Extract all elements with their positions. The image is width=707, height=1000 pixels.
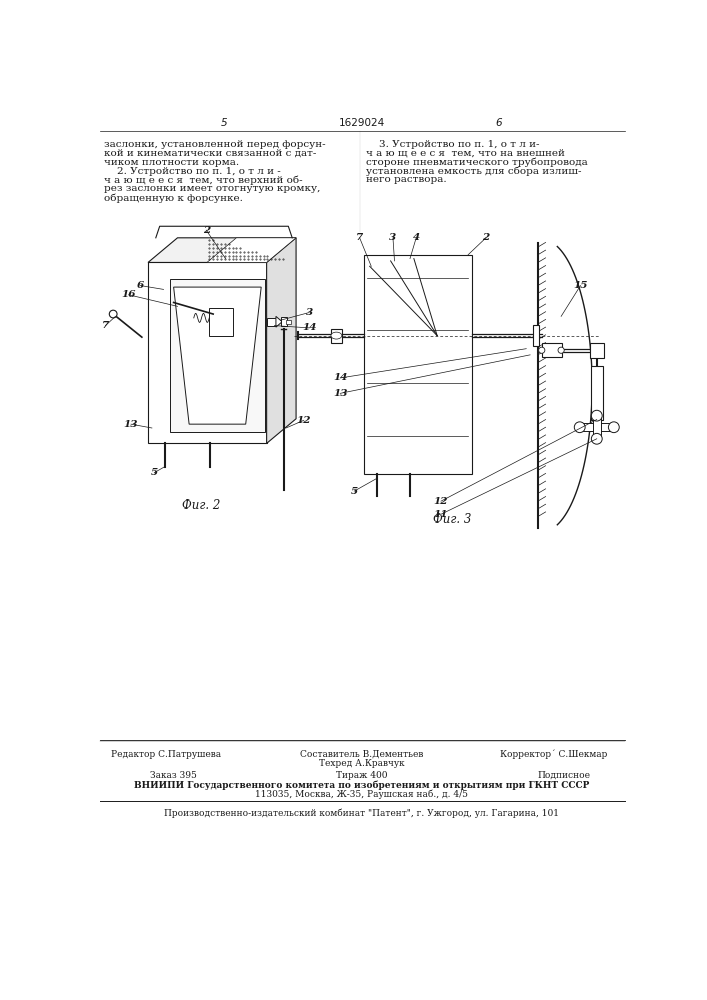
Text: 12: 12 <box>434 497 448 506</box>
Text: 4: 4 <box>413 233 420 242</box>
Text: Тираж 400: Тираж 400 <box>337 771 387 780</box>
Text: 2: 2 <box>482 233 489 242</box>
Text: ч а ю щ е е с я  тем, что верхний об-: ч а ю щ е е с я тем, что верхний об- <box>104 175 303 185</box>
Bar <box>590 366 603 420</box>
Bar <box>590 343 604 358</box>
Bar <box>267 318 276 326</box>
Text: Корректор´ С.Шекмар: Корректор´ С.Шекмар <box>500 750 607 759</box>
Text: Заказ 395: Заказ 395 <box>151 771 197 780</box>
Text: 13: 13 <box>124 420 139 429</box>
Text: установлена емкость для сбора излиш-: установлена емкость для сбора излиш- <box>366 167 581 176</box>
Text: чиком плотности корма.: чиком плотности корма. <box>104 158 239 167</box>
Text: 2: 2 <box>202 226 210 235</box>
Text: 11: 11 <box>434 510 448 519</box>
Circle shape <box>558 347 564 353</box>
Circle shape <box>574 422 585 433</box>
Circle shape <box>609 422 619 433</box>
Text: 15: 15 <box>573 281 588 290</box>
Text: 113035, Москва, Ж-35, Раушская наб., д. 4/5: 113035, Москва, Ж-35, Раушская наб., д. … <box>255 790 469 799</box>
Text: Фиг. 3: Фиг. 3 <box>433 513 472 526</box>
Text: ч а ю щ е е с я  тем, что на внешней: ч а ю щ е е с я тем, что на внешней <box>366 149 565 158</box>
Text: Фиг. 2: Фиг. 2 <box>182 499 220 512</box>
Text: Техред А.Кравчук: Техред А.Кравчук <box>319 759 405 768</box>
Text: обращенную к форсунке.: обращенную к форсунке. <box>104 193 243 203</box>
Text: Составитель В.Дементьев: Составитель В.Дементьев <box>300 750 423 759</box>
Text: 5: 5 <box>351 487 358 496</box>
Circle shape <box>110 310 117 318</box>
Circle shape <box>591 433 602 444</box>
Text: 13: 13 <box>333 389 348 398</box>
Polygon shape <box>148 238 296 262</box>
Text: 5: 5 <box>221 118 228 128</box>
Text: 5: 5 <box>151 468 158 477</box>
Text: кой и кинематически связанной с дат-: кой и кинематически связанной с дат- <box>104 149 316 158</box>
Polygon shape <box>267 238 296 443</box>
Text: него раствора.: него раствора. <box>366 175 446 184</box>
Bar <box>542 343 562 357</box>
Bar <box>281 317 287 326</box>
Bar <box>593 416 601 439</box>
Bar <box>209 308 233 336</box>
Text: 7: 7 <box>102 321 109 330</box>
Ellipse shape <box>331 332 341 339</box>
Text: стороне пневматического трубопровода: стороне пневматического трубопровода <box>366 158 588 167</box>
Bar <box>170 279 265 432</box>
Text: 7: 7 <box>356 233 363 242</box>
Bar <box>148 262 267 443</box>
Text: 3. Устройство по п. 1, о т л и-: 3. Устройство по п. 1, о т л и- <box>366 140 539 149</box>
Circle shape <box>539 347 545 353</box>
Text: 14: 14 <box>302 323 317 332</box>
Text: 16: 16 <box>122 290 136 299</box>
Polygon shape <box>207 238 296 262</box>
Text: 12: 12 <box>296 416 311 425</box>
Circle shape <box>591 410 602 421</box>
Text: 6: 6 <box>136 281 144 290</box>
Text: ВНИИПИ Государственного комитета по изобретениям и открытиям при ГКНТ СССР: ВНИИПИ Государственного комитета по изоб… <box>134 781 590 790</box>
Bar <box>331 329 341 343</box>
Bar <box>363 255 472 474</box>
Text: Подписное: Подписное <box>538 771 591 780</box>
Polygon shape <box>174 287 261 424</box>
Bar <box>580 423 614 431</box>
Text: Производственно-издательский комбинат "Патент", г. Ужгород, ул. Гагарина, 101: Производственно-издательский комбинат "П… <box>165 808 559 818</box>
Text: 6: 6 <box>496 118 503 128</box>
Bar <box>286 320 291 324</box>
Polygon shape <box>276 316 282 327</box>
Text: заслонки, установленной перед форсун-: заслонки, установленной перед форсун- <box>104 140 325 149</box>
Text: Редактор С.Патрушева: Редактор С.Патрушева <box>111 750 221 759</box>
Text: 1629024: 1629024 <box>339 118 385 128</box>
Text: рез заслонки имеет отогнутую кромку,: рез заслонки имеет отогнутую кромку, <box>104 184 320 193</box>
Text: 3: 3 <box>390 233 397 242</box>
Text: 3: 3 <box>305 308 313 317</box>
Text: 14: 14 <box>333 373 348 382</box>
Text: 2. Устройство по п. 1, о т л и -: 2. Устройство по п. 1, о т л и - <box>104 167 281 176</box>
Bar <box>533 325 539 346</box>
